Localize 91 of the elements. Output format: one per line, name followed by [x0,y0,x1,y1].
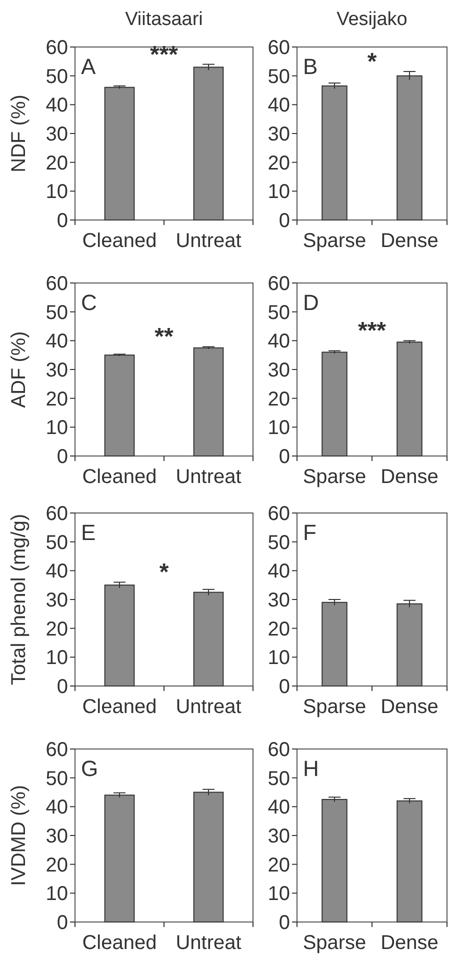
y-tick-label: 60 [268,273,290,295]
y-tick-label: 30 [268,360,290,382]
y-tick-label: 40 [268,796,290,819]
y-tick-label: 40 [268,330,290,353]
y-tick-label: 20 [46,618,68,640]
y-tick-label: 20 [46,388,68,410]
y-axis-title: IVDMD (%) [8,784,30,886]
y-tick-label: 40 [268,94,290,117]
x-tick-label: Dense [380,466,438,488]
annotation: * [367,48,378,76]
y-tick-label: 0 [56,446,68,468]
y-tick-label: 50 [46,66,68,88]
y-tick-label: 30 [268,590,290,612]
y-tick-label: 30 [268,826,290,848]
y-tick-label: 10 [46,181,68,204]
y-tick-label: 0 [278,210,290,232]
annotation: * [159,559,170,586]
y-tick-label: 20 [268,152,290,174]
annotation: C [81,290,97,315]
y-tick-label: 0 [278,446,290,468]
y-tick-label: 30 [46,360,68,382]
x-tick-label: Dense [380,230,438,252]
annotation: A [81,54,96,79]
y-tick-label: 30 [46,124,68,146]
y-tick-label: 10 [268,647,290,670]
annotation: ** [154,324,174,351]
y-tick-label: 10 [46,647,68,670]
x-tick-label: Dense [380,932,438,954]
annotation: D [303,290,319,315]
y-tick-label: 10 [46,417,68,440]
y-tick-label: 30 [46,590,68,612]
x-tick-label: Cleaned [82,230,157,252]
x-tick-label: Untreat [176,932,242,954]
y-tick-label: 50 [46,532,68,554]
chart-title: Vesijako [336,9,408,30]
y-tick-label: 40 [268,560,290,583]
annotation: G [81,756,98,781]
y-tick-label: 60 [46,739,68,761]
y-tick-label: 20 [268,854,290,876]
y-tick-label: 30 [268,124,290,146]
x-tick-label: Untreat [176,466,242,488]
y-tick-label: 60 [268,37,290,59]
y-tick-label: 40 [46,330,68,353]
x-tick-label: Cleaned [82,932,157,954]
y-tick-label: 60 [46,37,68,59]
y-tick-label: 0 [278,676,290,698]
annotation: *** [358,318,387,345]
x-tick-label: Sparse [302,696,366,718]
y-tick-label: 0 [278,912,290,934]
y-tick-label: 10 [268,181,290,204]
x-tick-label: Untreat [176,230,242,252]
y-tick-label: 20 [268,388,290,410]
annotation: F [303,520,316,545]
y-axis-title: ADF (%) [8,331,30,408]
y-tick-label: 20 [268,618,290,640]
x-tick-label: Sparse [302,230,366,252]
y-tick-label: 0 [56,210,68,232]
y-tick-label: 60 [46,503,68,525]
y-tick-label: 0 [56,912,68,934]
x-tick-label: Sparse [302,466,366,488]
y-tick-label: 10 [268,883,290,906]
y-tick-label: 10 [46,883,68,906]
y-tick-label: 40 [46,560,68,583]
y-tick-label: 50 [268,768,290,790]
y-axis-title: Total phenol (mg/g) [8,514,30,686]
y-tick-label: 60 [268,739,290,761]
y-tick-label: 20 [46,854,68,876]
annotation: H [303,756,319,781]
x-tick-label: Cleaned [82,696,157,718]
x-tick-label: Sparse [302,932,366,954]
chart-title: Viitasaari [125,9,203,30]
y-tick-label: 50 [46,768,68,790]
x-tick-label: Dense [380,696,438,718]
y-tick-label: 50 [268,532,290,554]
annotation: E [81,520,96,545]
y-tick-label: 50 [268,66,290,88]
y-tick-label: 0 [56,676,68,698]
annotation: B [303,54,318,79]
y-tick-label: 60 [268,503,290,525]
y-axis-title: NDF (%) [8,94,30,172]
annotation: *** [150,41,179,68]
y-tick-label: 30 [46,826,68,848]
y-tick-label: 60 [46,273,68,295]
y-tick-label: 10 [268,417,290,440]
y-tick-label: 50 [46,302,68,324]
y-tick-label: 20 [46,152,68,174]
x-tick-label: Untreat [176,696,242,718]
y-tick-label: 40 [46,796,68,819]
y-tick-label: 50 [268,302,290,324]
x-tick-label: Cleaned [82,466,157,488]
y-tick-label: 40 [46,94,68,117]
